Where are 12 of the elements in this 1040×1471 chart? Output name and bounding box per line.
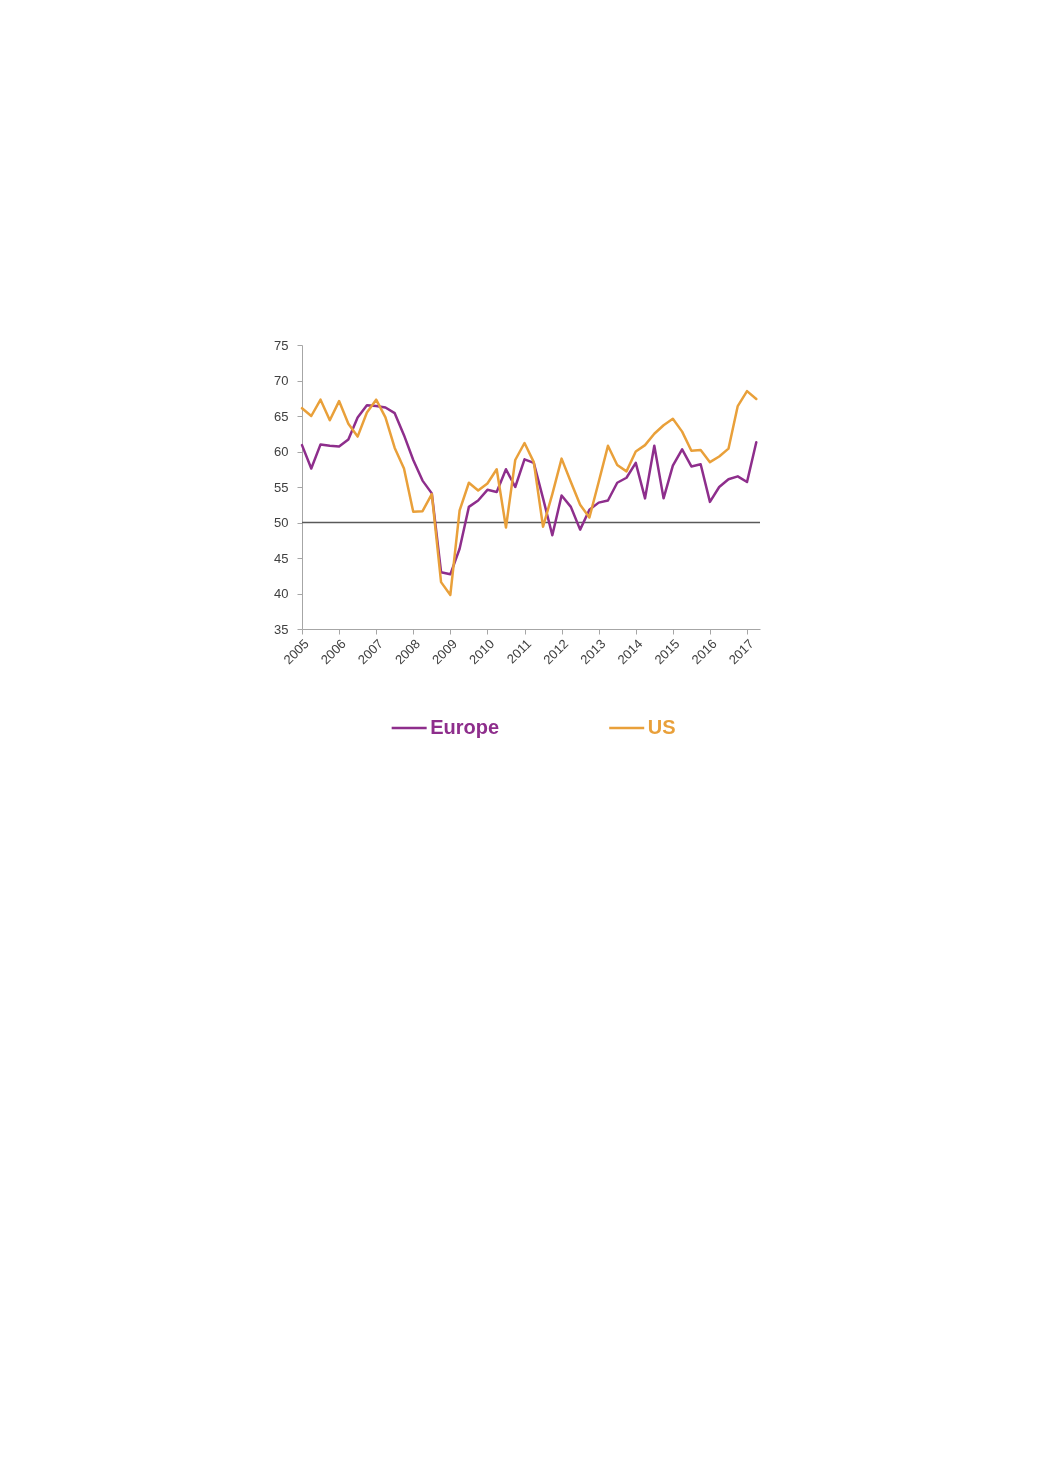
y-tick-label: 40 (274, 586, 289, 601)
y-tick-label: 45 (274, 550, 289, 566)
line-series (300, 389, 758, 597)
legend-label: Europe (430, 716, 500, 738)
y-tick-label: 50 (274, 515, 289, 530)
y-tick-label: 70 (274, 373, 289, 388)
y-tick-label: 35 (274, 621, 289, 637)
legend-label: US (647, 716, 676, 738)
y-tick-label: 55 (274, 479, 289, 495)
y-tick-label: 75 (274, 337, 289, 353)
y-tick-label: 65 (274, 408, 289, 424)
y-tick-label: 60 (274, 444, 289, 459)
